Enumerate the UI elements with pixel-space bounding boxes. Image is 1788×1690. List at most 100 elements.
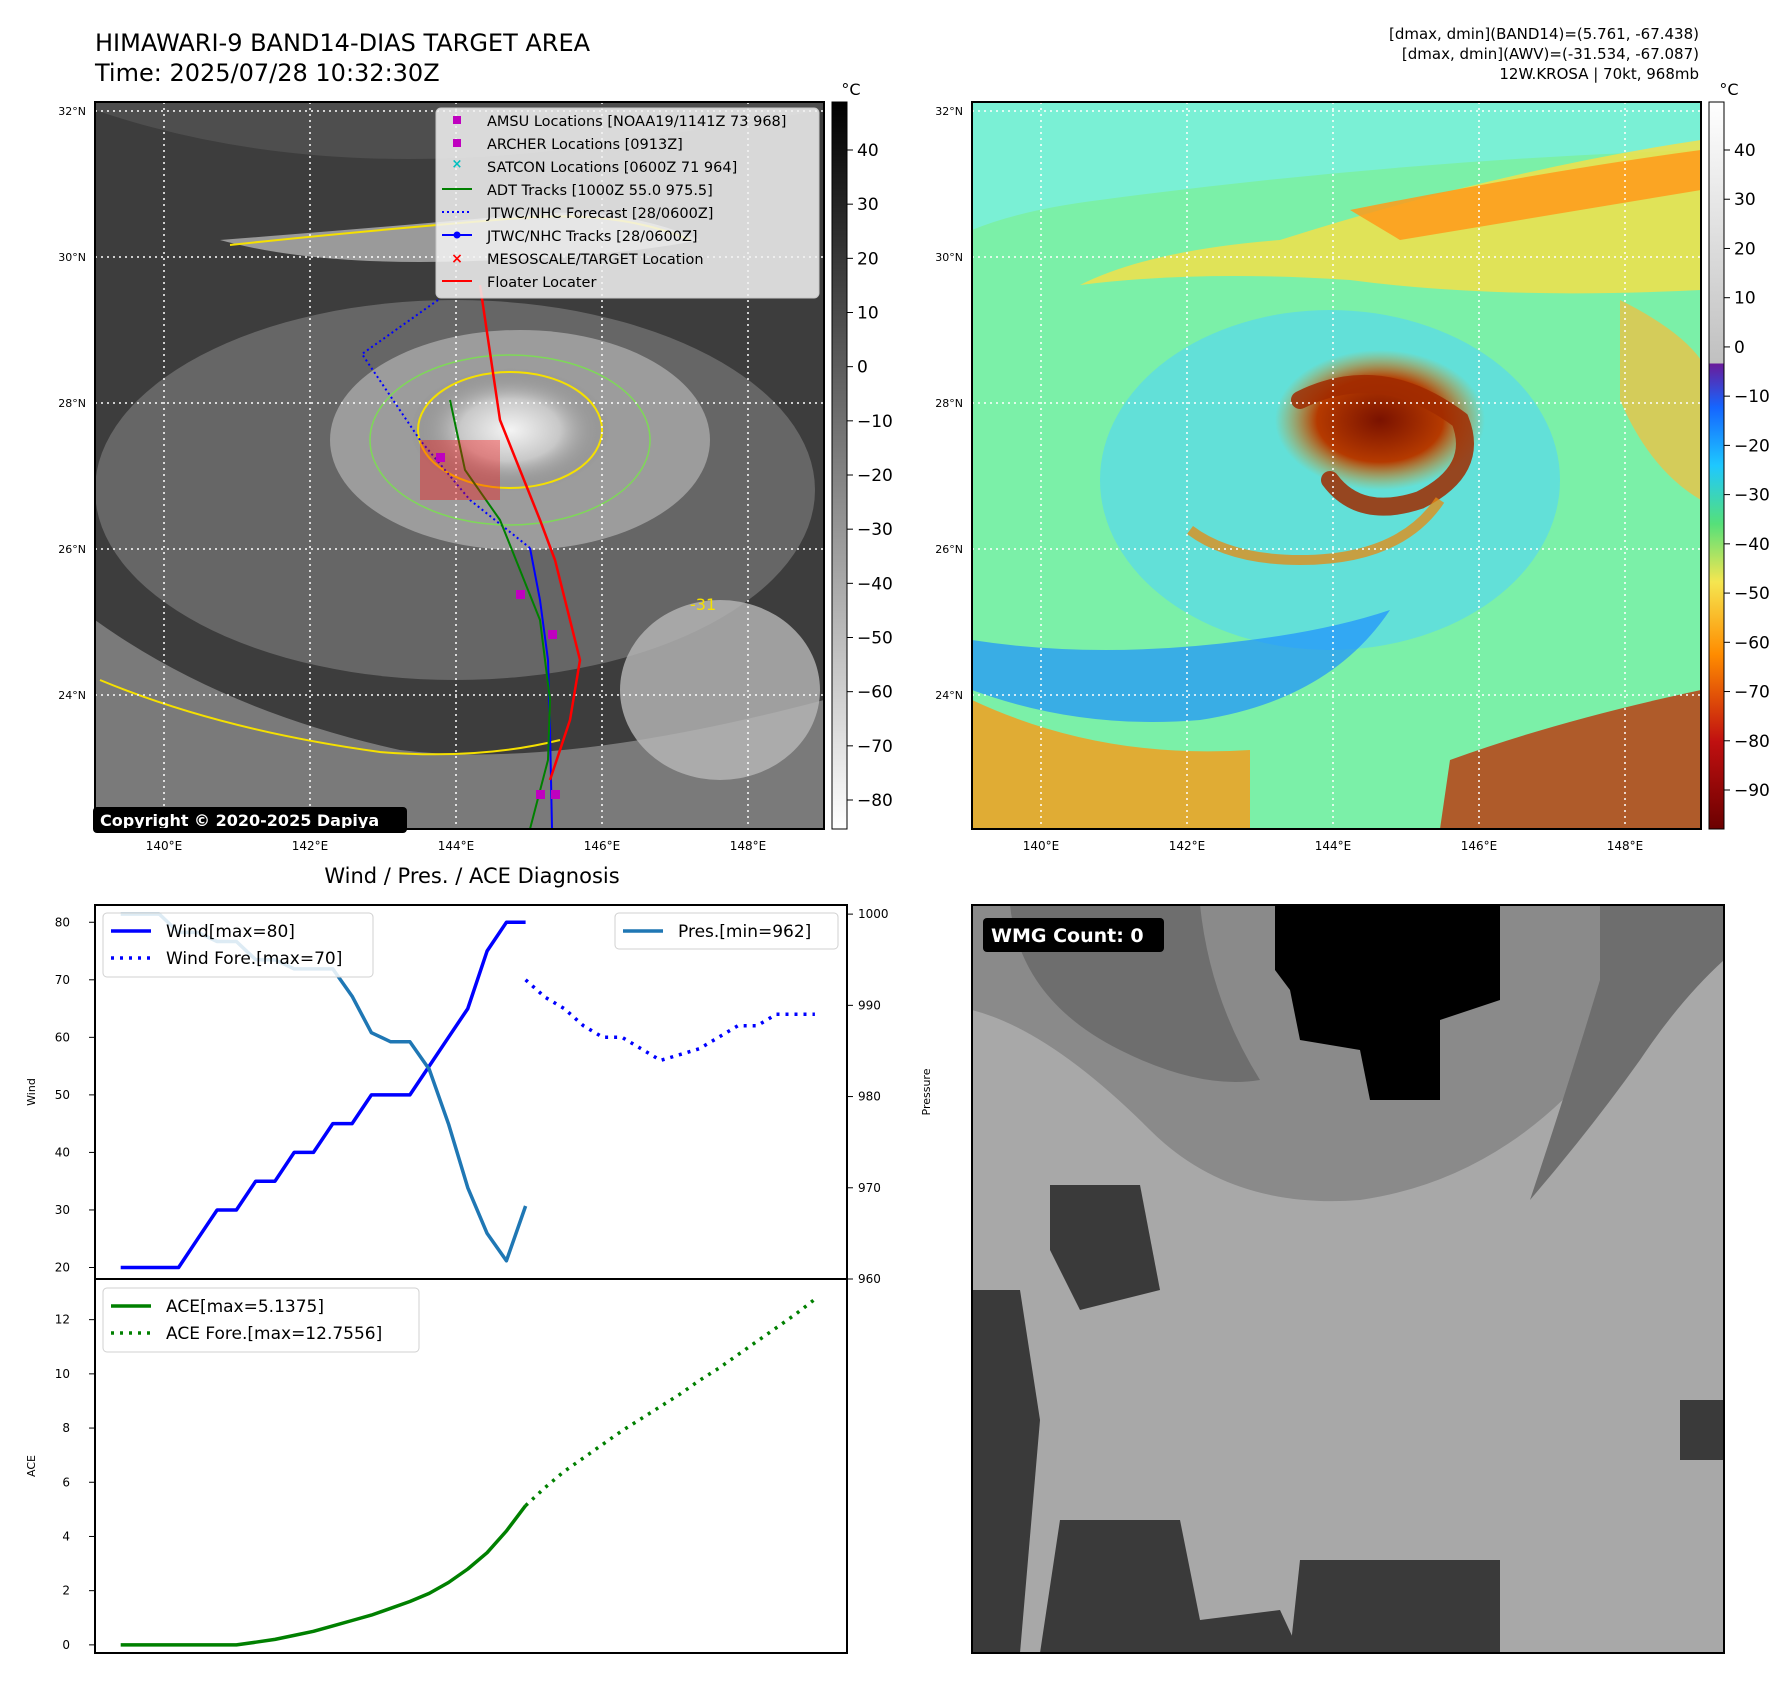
legend-marker-satcon: × [452, 157, 463, 172]
wind-tick-label: 60 [55, 1030, 70, 1044]
ir-cloud-core [410, 368, 610, 492]
colorbar-tick-label: −90 [1734, 781, 1770, 801]
ir-lat-labels: 32°N 30°N 28°N 26°N 24°N [58, 105, 86, 702]
legend-marker-archer [453, 139, 461, 147]
colorbar-tick-label: −70 [857, 737, 893, 757]
wv-dry-band-north-core [1350, 150, 1701, 240]
lon-label: 146°E [584, 839, 621, 853]
lat-label: 28°N [58, 397, 86, 410]
colorbar-tick-label: 10 [857, 304, 879, 324]
legend-label-pressure: Pres.[min=962] [678, 922, 811, 942]
colorbar-tick-label: −30 [857, 520, 893, 540]
legend-marker-mesoscale: × [451, 251, 463, 267]
colorbar-tick-label: −50 [857, 629, 893, 649]
wv-dry-southeast [1440, 690, 1701, 829]
ir-contour-label: -31 [690, 595, 716, 614]
pressure-axis-label: Pressure [920, 1068, 933, 1115]
wmg-count-label: WMG Count: 0 [991, 925, 1144, 947]
ir-map-panel: -31 × × [93, 101, 825, 833]
wv-colorbar-unit: °C [1719, 80, 1738, 99]
wv-colorbar-ticks: 40 30 20 10 0 −10 −20 −30 −40 −50 −60 −70 −80 −90 [1724, 141, 1770, 801]
wmg-dark-region-east [1680, 1400, 1724, 1460]
ir-colorbar-ticks: 40 30 20 10 0 −10 −20 −30 −40 −50 −60 −70 −80 [847, 141, 893, 811]
wv-moist-south [972, 610, 1390, 722]
lon-label: 144°E [438, 839, 475, 853]
ace-legend: ACE[max=5.1375] ACE Fore.[max=12.7556] [102, 1287, 420, 1353]
wmg-dark-region-west [972, 1290, 1040, 1653]
ir-colorbar-ramp [831, 101, 848, 830]
lat-label: 26°N [935, 543, 963, 556]
wv-moist-north [972, 102, 1701, 230]
ace-tick-label: 10 [55, 1367, 70, 1381]
ace-series [120, 1297, 816, 1647]
ir-cloud-southeast [620, 600, 820, 780]
wind-pressure-chart: Wind Pressure 80 70 60 50 40 30 20 1000 990 980 9… [25, 904, 933, 1286]
pressure-tick-label: 990 [858, 998, 881, 1012]
lat-label: 28°N [935, 397, 963, 410]
colorbar-tick-label: −80 [1734, 732, 1770, 752]
legend-label-archer: ARCHER Locations [0913Z] [487, 137, 683, 153]
lat-label: 24°N [935, 689, 963, 702]
lon-label: 144°E [1315, 839, 1352, 853]
colorbar-tick-label: 40 [1734, 141, 1756, 161]
pressure-legend-box [614, 912, 839, 950]
legend-label-jtwc-forecast: JTWC/NHC Forecast [28/0600Z] [486, 206, 713, 222]
ir-cloud-band-south [95, 620, 824, 829]
legend-label-wind-forecast: Wind Fore.[max=70] [166, 949, 342, 969]
lon-label: 142°E [292, 839, 329, 853]
wind-tick-label: 80 [55, 915, 70, 929]
ace-tick-label: 8 [62, 1421, 70, 1435]
wv-map-frame [971, 101, 1702, 830]
wv-lon-labels: 140°E 142°E 144°E 146°E 148°E [1023, 839, 1644, 853]
ace-tick-label: 0 [62, 1638, 70, 1652]
wind-tick-label: 50 [55, 1088, 70, 1102]
colorbar-tick-label: −40 [857, 574, 893, 594]
colorbar-tick-label: −50 [1734, 584, 1770, 604]
lon-label: 140°E [146, 839, 183, 853]
archer-marker [548, 630, 557, 639]
wv-map-gridlines [972, 102, 1701, 829]
colorbar-tick-label: 30 [1734, 190, 1756, 210]
colorbar-tick-label: −20 [1734, 436, 1770, 456]
colorbar-tick-label: −60 [1734, 633, 1770, 653]
colorbar-tick-label: 0 [1734, 338, 1745, 358]
mesoscale-target-area [420, 440, 500, 500]
lat-label: 32°N [935, 105, 963, 118]
lat-label: 32°N [58, 105, 86, 118]
wv-dry-east [1620, 300, 1701, 500]
lat-label: 24°N [58, 689, 86, 702]
wv-spiral-band [1291, 375, 1474, 516]
wmg-count-box [983, 918, 1164, 952]
colorbar-tick-label: 40 [857, 141, 879, 161]
legend-label-wind: Wind[max=80] [166, 922, 295, 942]
colorbar-tick-label: 30 [857, 195, 879, 215]
floater-track [478, 284, 582, 781]
colorbar-tick-label: −30 [1734, 486, 1770, 506]
wmg-dark-region-southcenter [1290, 1560, 1500, 1653]
legend-label-adt: ADT Tracks [1000Z 55.0 975.5] [487, 183, 713, 199]
wmg-dark-region-south [1040, 1520, 1300, 1653]
colorbar-tick-label: −10 [857, 412, 893, 432]
ace-legend-box [102, 1287, 420, 1353]
pressure-legend: Pres.[min=962] [614, 912, 839, 950]
wmg-frame [971, 904, 1725, 1654]
ace-tick-label: 12 [55, 1313, 70, 1327]
lat-label: 30°N [58, 251, 86, 264]
ace-series-line [120, 1504, 527, 1647]
pressure-tick-label: 960 [858, 1272, 881, 1286]
wind-tick-label: 70 [55, 973, 70, 987]
ir-lon-labels: 140°E 142°E 144°E 146°E 148°E [146, 839, 767, 853]
legend-label-ace-forecast: ACE Fore.[max=12.7556] [166, 1324, 382, 1344]
ace-tick-label: 6 [62, 1475, 70, 1489]
colorbar-tick-label: −70 [1734, 683, 1770, 703]
wind-legend-box [102, 912, 374, 978]
legend-label-amsu: AMSU Locations [NOAA19/1141Z 73 968] [487, 114, 786, 130]
legend-label-satcon: SATCON Locations [0600Z 71 964] [487, 160, 737, 176]
copyright-box [93, 807, 407, 833]
legend-label-jtwc-track: JTWC/NHC Tracks [28/0600Z] [486, 229, 698, 245]
figure-time: Time: 2025/07/28 10:32:30Z [94, 59, 440, 87]
ir-contour-inner [417, 371, 603, 489]
figure-title: HIMAWARI-9 BAND14-DIAS TARGET AREA [95, 29, 591, 57]
wind-tick-label: 30 [55, 1203, 70, 1217]
